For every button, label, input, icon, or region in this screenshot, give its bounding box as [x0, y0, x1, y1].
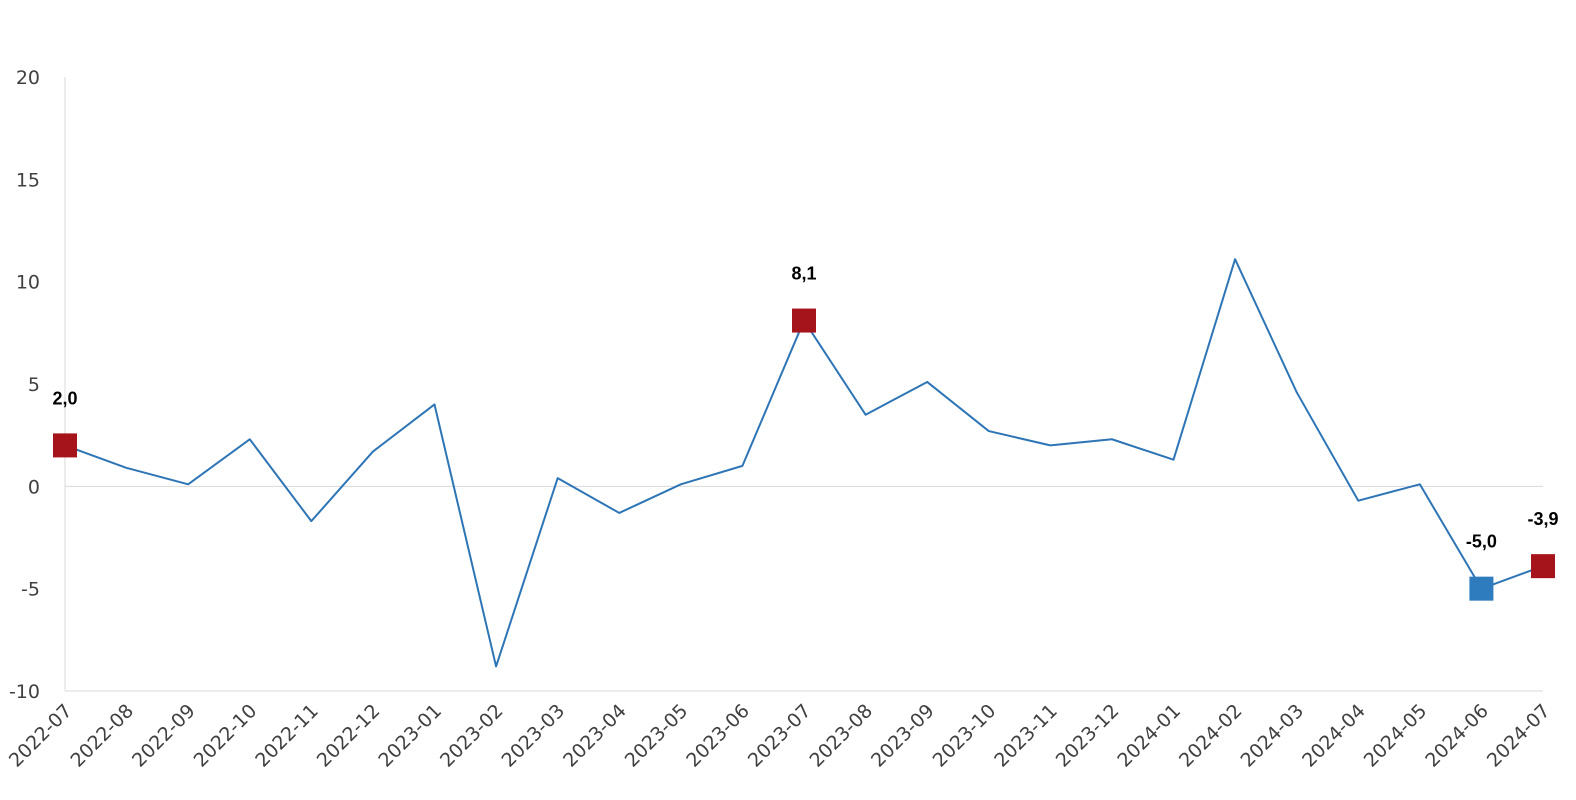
y-tick-label: -10	[9, 681, 40, 703]
x-tick-label: 2022-11	[251, 700, 323, 772]
y-tick-label: 15	[16, 169, 40, 191]
x-tick-label: 2023-11	[990, 700, 1062, 772]
x-tick-label: 2022-07	[5, 700, 77, 772]
x-tick-label: 2023-02	[436, 700, 508, 772]
x-tick-label: 2022-09	[128, 700, 200, 772]
x-tick-label: 2024-07	[1483, 700, 1555, 772]
data-label: -5,0	[1466, 532, 1497, 552]
x-tick-label: 2023-04	[559, 700, 631, 772]
y-axis-ticks: -10 -5 0 5 10 15 20	[9, 67, 40, 703]
x-axis-ticks: 2022-072022-082022-092022-102022-112022-…	[5, 700, 1555, 772]
axes	[64, 77, 1543, 692]
data-label: 2,0	[52, 388, 77, 408]
x-tick-label: 2023-12	[1052, 700, 1124, 772]
y-tick-label: 0	[28, 476, 40, 498]
y-tick-label: -5	[21, 579, 40, 601]
data-label: 8,1	[791, 264, 816, 284]
x-tick-label: 2024-03	[1237, 700, 1309, 772]
x-tick-label: 2024-02	[1175, 700, 1247, 772]
data-labels: 2,0 8,1 -5,0 -3,9	[52, 264, 1558, 552]
data-point-marker	[792, 308, 816, 333]
data-point-marker	[1531, 554, 1555, 579]
y-tick-label: 20	[16, 67, 40, 89]
x-tick-label: 2024-06	[1421, 700, 1493, 772]
data-point-marker	[53, 433, 77, 458]
x-tick-label: 2024-04	[1298, 700, 1370, 772]
x-tick-label: 2023-08	[805, 700, 877, 772]
y-tick-label: 5	[28, 374, 40, 396]
x-tick-label: 2023-05	[621, 700, 693, 772]
x-tick-label: 2022-12	[313, 700, 385, 772]
data-point-marker	[1469, 576, 1494, 601]
highlight-markers	[53, 308, 1555, 601]
x-tick-label: 2023-09	[867, 700, 939, 772]
x-tick-label: 2023-06	[682, 700, 754, 772]
x-tick-label: 2024-01	[1113, 700, 1185, 772]
x-tick-label: 2022-08	[66, 700, 138, 772]
x-tick-label: 2023-07	[744, 700, 816, 772]
data-label: -3,9	[1527, 509, 1558, 529]
x-tick-label: 2023-10	[929, 700, 1001, 772]
y-tick-label: 10	[16, 272, 40, 294]
x-tick-label: 2023-01	[374, 700, 446, 772]
x-tick-label: 2022-10	[190, 700, 262, 772]
x-tick-label: 2023-03	[498, 700, 570, 772]
x-tick-label: 2024-05	[1360, 700, 1432, 772]
